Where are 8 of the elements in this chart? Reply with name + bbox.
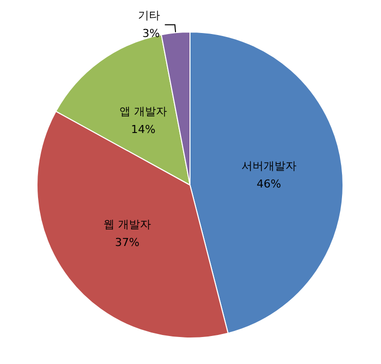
data-label: 46% <box>256 178 282 191</box>
slice-label: 웹 개발자 <box>103 218 151 232</box>
slice-label: 기타 <box>138 9 160 22</box>
slice-label: 앱 개발자 <box>120 105 168 118</box>
slice-label: 서버개발자 <box>241 160 296 173</box>
data-label: 14% <box>131 123 156 136</box>
data-label: 3% <box>142 27 160 40</box>
data-label: 37% <box>114 236 140 250</box>
